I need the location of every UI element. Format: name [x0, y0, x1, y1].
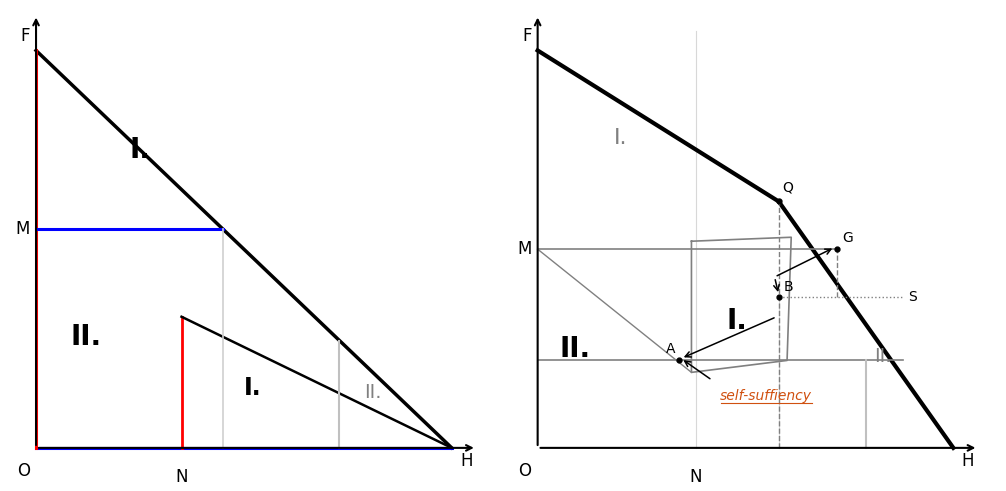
- Text: I.: I.: [726, 307, 747, 335]
- Text: F: F: [522, 27, 531, 45]
- Text: II.: II.: [70, 323, 102, 351]
- Text: B: B: [784, 280, 794, 294]
- Text: H: H: [460, 452, 473, 470]
- Text: H: H: [962, 452, 974, 470]
- Text: self-suffiency: self-suffiency: [720, 389, 812, 403]
- Text: M: M: [517, 240, 531, 258]
- Text: I.: I.: [243, 376, 261, 400]
- Text: M: M: [15, 220, 30, 238]
- Text: A: A: [666, 342, 676, 355]
- Text: II.: II.: [559, 334, 591, 362]
- Text: II.: II.: [364, 383, 381, 402]
- Text: II.: II.: [874, 347, 891, 366]
- Text: F: F: [20, 27, 30, 45]
- Text: G: G: [842, 231, 853, 245]
- Text: I.: I.: [614, 128, 628, 148]
- Text: O: O: [17, 462, 30, 480]
- Text: Q: Q: [782, 180, 793, 194]
- Text: N: N: [175, 468, 188, 486]
- Text: O: O: [518, 462, 531, 480]
- Text: I.: I.: [130, 136, 150, 164]
- Text: N: N: [689, 468, 702, 486]
- Text: S: S: [908, 290, 917, 304]
